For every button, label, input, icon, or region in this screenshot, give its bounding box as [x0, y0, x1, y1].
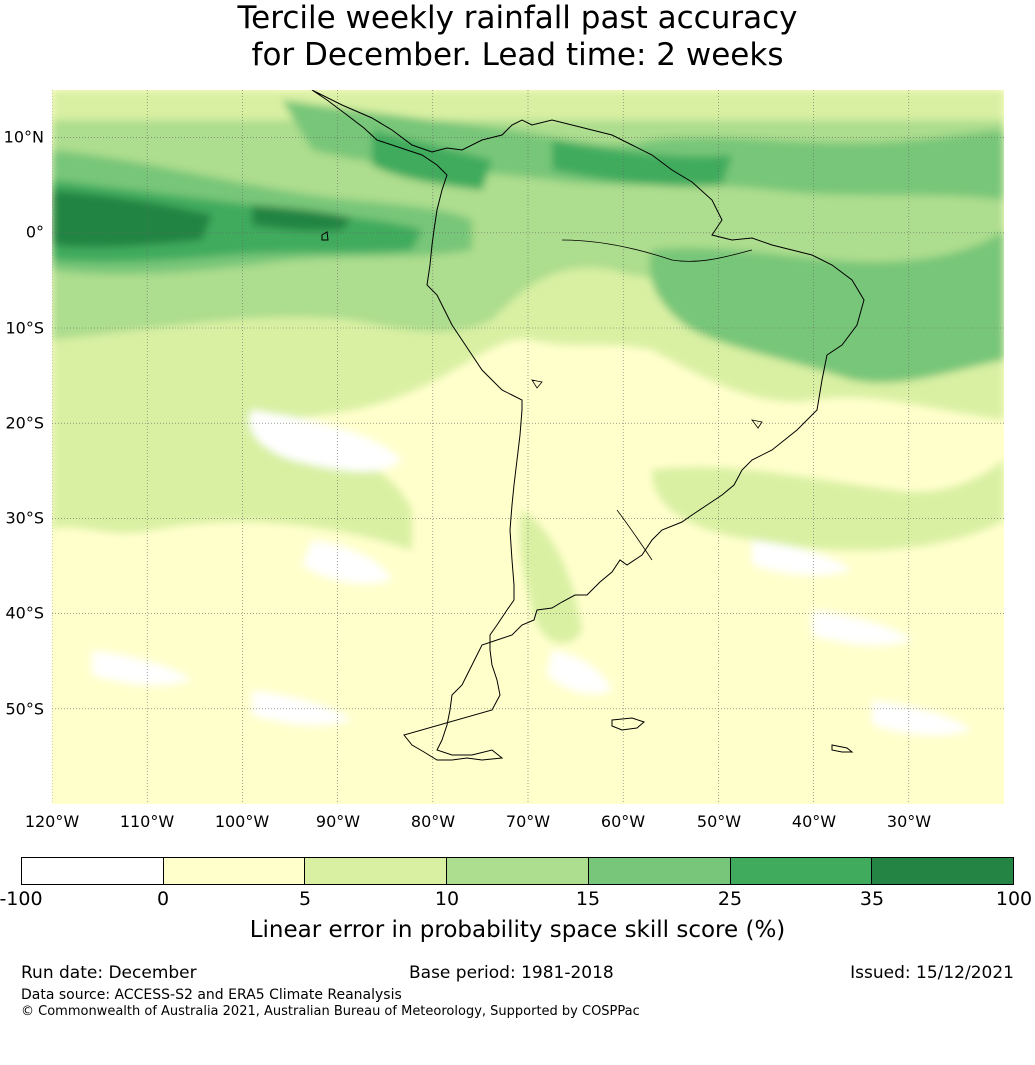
lon-label-100w: 100°W [214, 812, 270, 831]
lon-label-40w: 40°W [791, 812, 837, 831]
colorbar-tick-5: 5 [298, 888, 312, 910]
parana-river [616, 509, 653, 561]
lake-marker [751, 419, 763, 429]
lon-label-110w: 110°W [119, 812, 175, 831]
colorbar-segment-6 [730, 858, 873, 884]
colorbar-tick-25: 25 [717, 888, 743, 910]
colorbar [21, 857, 1014, 885]
falkland-islands [611, 717, 645, 731]
map-title: Tercile weekly rainfall past accuracy fo… [0, 0, 1035, 74]
colorbar-segment-5 [588, 858, 731, 884]
lon-label-50w: 50°W [696, 812, 742, 831]
lake-titicaca [531, 379, 543, 389]
colorbar-tick-neg100: -100 [0, 888, 43, 910]
title-line-1: Tercile weekly rainfall past accuracy [237, 0, 798, 36]
south-georgia [831, 744, 854, 753]
copyright: © Commonwealth of Australia 2021, Austra… [21, 1004, 640, 1019]
colorbar-tick-10: 10 [434, 888, 460, 910]
lon-label-120w: 120°W [24, 812, 80, 831]
amazon-river [561, 239, 753, 262]
colorbar-segment-1 [22, 858, 164, 884]
south-america-coastline [311, 90, 865, 761]
issued-date: Issued: 15/12/2021 [850, 963, 1014, 983]
lat-label-40s: 40°S [5, 603, 44, 623]
colorbar-segment-3 [305, 858, 448, 884]
colorbar-segment-2 [163, 858, 306, 884]
base-period: Base period: 1981-2018 [409, 963, 614, 983]
lat-label-0: 0° [25, 222, 44, 242]
colorbar-tick-15: 15 [575, 888, 601, 910]
lat-label-20s: 20°S [5, 413, 44, 433]
lat-label-10s: 10°S [5, 318, 44, 338]
lon-label-70w: 70°W [505, 812, 551, 831]
galapagos-islands [321, 231, 329, 241]
run-date: Run date: December [21, 963, 197, 983]
graticule [52, 90, 1004, 804]
colorbar-segment-4 [447, 858, 589, 884]
lat-label-30s: 30°S [5, 508, 44, 528]
lon-label-80w: 80°W [410, 812, 456, 831]
colorbar-tick-100: 100 [995, 888, 1033, 910]
lat-label-50s: 50°S [5, 699, 44, 719]
skill-score-map [52, 90, 1004, 804]
colorbar-tick-35: 35 [859, 888, 885, 910]
lon-label-30w: 30°W [886, 812, 932, 831]
colorbar-label: Linear error in probability space skill … [249, 917, 786, 943]
data-source: Data source: ACCESS-S2 and ERA5 Climate … [21, 987, 402, 1003]
title-line-2: for December. Lead time: 2 weeks [251, 37, 784, 73]
map-canvas [52, 90, 1004, 804]
lon-label-90w: 90°W [315, 812, 361, 831]
colorbar-segment-7 [872, 858, 1014, 884]
lon-label-60w: 60°W [600, 812, 646, 831]
colorbar-tick-0: 0 [156, 888, 170, 910]
lat-label-10n: 10°N [3, 127, 44, 147]
